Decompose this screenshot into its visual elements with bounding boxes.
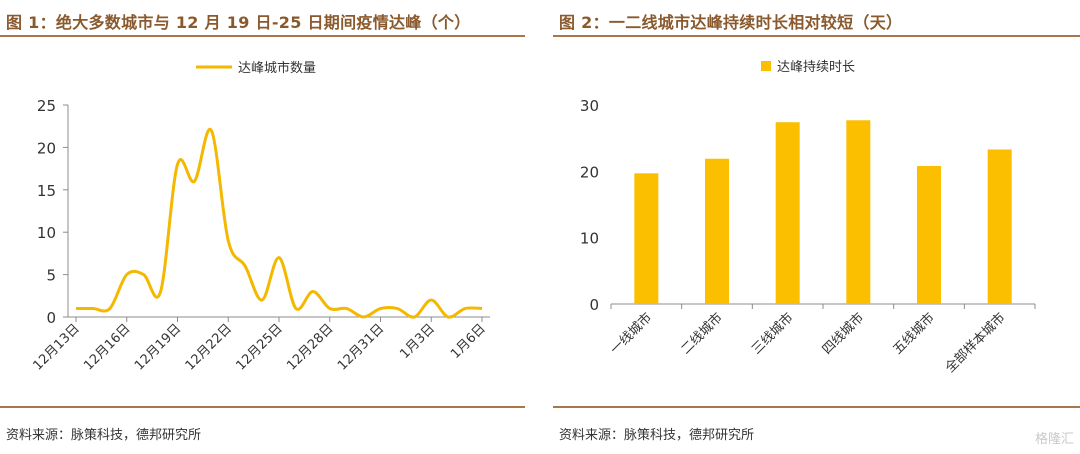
y-tick-label: 5	[46, 267, 56, 285]
x-tick-label: 五线城市	[890, 310, 938, 358]
x-tick-label: 12月22日	[183, 321, 235, 373]
source-rule	[553, 406, 1080, 408]
x-tick-label: 12月31日	[335, 321, 387, 373]
x-tick-label: 12月28日	[284, 321, 336, 373]
y-tick-label: 25	[37, 97, 56, 115]
y-tick-label: 30	[580, 97, 599, 115]
y-tick-label: 20	[580, 163, 599, 181]
figure-1-title: 图 1：绝大多数城市与 12 月 19 日-25 日期间疫情达峰（个）	[6, 13, 471, 32]
x-tick-label: 三线城市	[748, 310, 796, 358]
y-tick-label: 15	[37, 182, 56, 200]
figure-2-title: 图 2：一二线城市达峰持续时长相对较短（天）	[559, 13, 903, 32]
x-tick-label: 全部样本城市	[942, 310, 1008, 376]
x-tick-label: 一线城市	[607, 310, 655, 358]
figure-2-source: 资料来源：脉策科技，德邦研究所	[559, 428, 755, 443]
y-tick-label: 20	[37, 139, 56, 157]
bar	[987, 149, 1012, 304]
watermark-logo: 格隆汇	[1034, 432, 1074, 447]
figure-2: 图 2：一二线城市达峰持续时长相对较短（天） 达峰持续时长 0 10 20 30 一线城市…	[553, 0, 1080, 454]
legend-swatch	[761, 61, 771, 71]
series-line	[76, 127, 483, 319]
legend-label: 达峰持续时长	[777, 60, 855, 75]
legend-label: 达峰城市数量	[238, 60, 316, 76]
y-tick-label: 0	[46, 309, 56, 327]
x-tick-label: 1月3日	[397, 321, 438, 362]
bar	[846, 120, 871, 304]
y-tick-label: 10	[37, 224, 56, 242]
bar	[634, 173, 659, 304]
x-tick-label: 1月6日	[448, 321, 489, 362]
x-tick-label: 12月19日	[132, 321, 184, 373]
line-chart: 达峰城市数量 0 5 10 15 20 25 12月13日12月16日12月19日12月22日…	[30, 60, 490, 374]
x-tick-label: 12月25日	[233, 321, 285, 373]
legend: 达峰持续时长	[761, 60, 855, 75]
x-tick-label: 四线城市	[819, 310, 867, 358]
legend: 达峰城市数量	[196, 60, 316, 76]
bar	[705, 158, 729, 304]
x-tick-label: 12月13日	[30, 321, 82, 373]
x-tick-label: 二线城市	[678, 310, 726, 358]
title-rule	[0, 35, 525, 37]
bar	[775, 122, 800, 304]
figure-1-source: 资料来源：脉策科技，德邦研究所	[6, 428, 202, 443]
x-tick-label: 12月16日	[81, 321, 133, 373]
title-rule	[553, 35, 1080, 37]
bar	[917, 166, 941, 304]
source-rule	[0, 406, 525, 408]
y-tick-label: 10	[580, 230, 599, 248]
figure-1: 图 1：绝大多数城市与 12 月 19 日-25 日期间疫情达峰（个） 达峰城市…	[0, 0, 525, 454]
y-tick-label: 0	[589, 296, 599, 314]
bar-chart: 达峰持续时长 0 10 20 30 一线城市 二线城市 三线城市 四线城市 五线城市 全部样本城市	[580, 60, 1036, 376]
